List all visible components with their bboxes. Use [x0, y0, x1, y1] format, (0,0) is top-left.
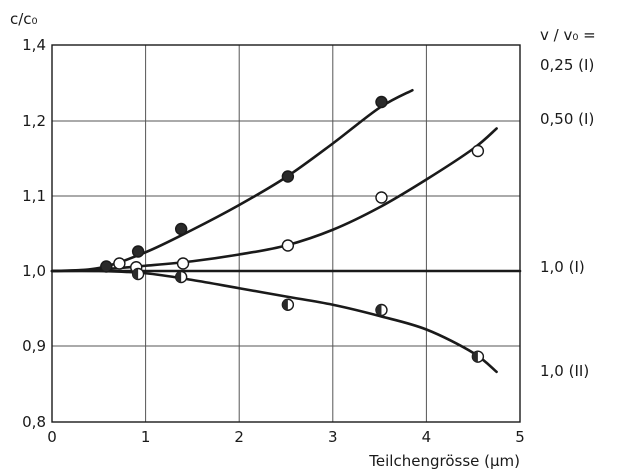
x-tick-label: 0 — [47, 428, 57, 446]
series-points — [100, 95, 485, 363]
y-tick-label: 1,0 — [22, 262, 46, 280]
x-tick-label: 3 — [328, 428, 338, 446]
plot-border — [51, 44, 521, 423]
x-axis-title: Teilchengrösse (µm) — [368, 452, 520, 470]
y-tick-labels: 0,8 0,9 1,0 1,1 1,2 1,4 — [22, 36, 46, 431]
data-point — [131, 267, 145, 281]
series-label-4: 1,0 (II) — [540, 362, 589, 380]
data-point — [375, 303, 388, 317]
series-curve-1 — [50, 88, 414, 273]
series-curve-2 — [50, 127, 498, 273]
data-point — [281, 298, 295, 311]
y-tick-label: 1,4 — [22, 36, 46, 54]
data-point — [471, 144, 485, 158]
y-tick-label: 0,9 — [22, 337, 46, 355]
data-point — [281, 170, 295, 183]
series-label-3: 1,0 (I) — [540, 258, 585, 276]
data-point-fill — [282, 299, 288, 311]
data-point — [281, 239, 295, 252]
data-point — [174, 222, 188, 236]
series-curve-4 — [50, 269, 498, 374]
data-point-fill — [375, 304, 382, 316]
data-point-fill — [132, 268, 139, 280]
data-point — [174, 270, 188, 284]
x-tick-label: 2 — [234, 428, 244, 446]
x-tick-label: 1 — [141, 428, 151, 446]
data-point-fill — [175, 271, 182, 283]
data-point-fill — [472, 351, 478, 363]
x-tick-label: 5 — [515, 428, 525, 446]
data-point — [100, 260, 113, 273]
y-tick-label: 0,8 — [22, 413, 46, 431]
series-label-2: 0,50 (I) — [540, 110, 594, 128]
x-tick-label: 4 — [422, 428, 432, 446]
plot-frame — [51, 44, 521, 423]
series-labels: 0,25 (I) 0,50 (I) 1,0 (I) 1,0 (II) — [540, 56, 594, 380]
y-tick-label: 1,2 — [22, 112, 46, 130]
data-point — [375, 95, 388, 109]
x-tick-labels: 0 1 2 3 4 5 — [47, 428, 525, 446]
series-label-1: 0,25 (I) — [540, 56, 594, 74]
data-point — [176, 257, 190, 270]
data-point — [375, 191, 388, 204]
grid — [51, 44, 521, 423]
y-axis-title: c/c₀ — [10, 10, 38, 28]
y-tick-label: 1,1 — [22, 187, 46, 205]
data-point — [471, 350, 485, 363]
legend-title: v / v₀ = — [540, 26, 596, 44]
data-point — [131, 245, 145, 258]
series-curves — [50, 88, 522, 374]
data-point — [113, 257, 126, 270]
